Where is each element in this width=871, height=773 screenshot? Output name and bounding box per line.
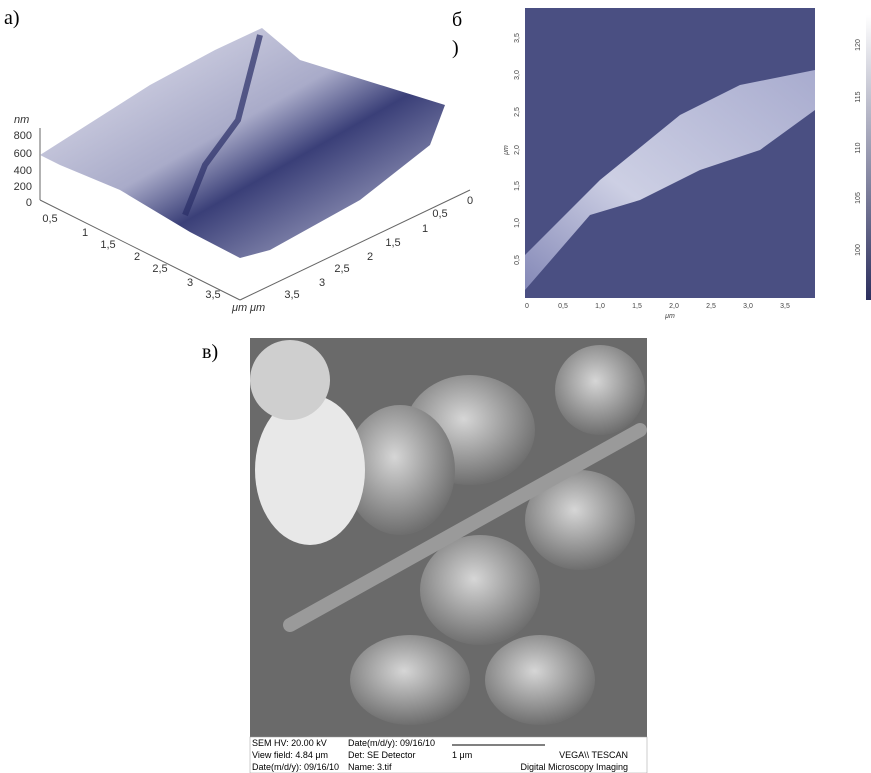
colorbar-label: 115 [855, 91, 862, 102]
z-tick-label: 200 [14, 181, 32, 193]
afm-3d [40, 28, 470, 300]
y-tick-label: 2 [367, 251, 373, 263]
x-tick-label: 0,5 [558, 303, 568, 310]
y-tick-label: 1 [422, 223, 428, 235]
y-tick-label: 1,5 [385, 237, 400, 249]
footer-text: Name: 3.tif [348, 762, 392, 772]
y-tick-label: 3,5 [514, 33, 521, 43]
x-tick-label: 1 [82, 227, 88, 239]
x-tick-label: 0,5 [42, 213, 57, 225]
y-tick-label: 0,5 [514, 255, 521, 265]
y-tick-label: 2,5 [334, 263, 349, 275]
colorbar-label: 105 [855, 192, 862, 204]
figure: а) б ) в) SEM HV: 20.00 kV Date(m/d/y): … [0, 0, 871, 773]
x-tick-label: 1,5 [632, 303, 642, 310]
axis-unit: nm [14, 114, 29, 126]
panel-label: б [452, 9, 462, 31]
x-tick-label: 2,5 [706, 303, 716, 310]
panel-label: в) [202, 341, 218, 363]
axis-unit: μm [503, 145, 510, 156]
z-tick-label: 0 [26, 197, 32, 209]
surface [40, 28, 445, 258]
footer-text: Date(m/d/y): 09/16/10 [252, 762, 339, 772]
footer-text: SEM HV: 20.00 kV [252, 738, 327, 748]
x-tick-label: 2,5 [152, 263, 167, 275]
z-tick-label: 400 [14, 165, 32, 177]
x-tick-label: 3,5 [780, 303, 790, 310]
axis-unit: μm [664, 313, 675, 320]
y-tick-label: 2,5 [514, 107, 521, 117]
axis-unit: μm [249, 302, 265, 314]
y-tick-label: 3,0 [514, 70, 521, 80]
x-tick-label: 3,5 [205, 289, 220, 301]
colorbar [866, 15, 871, 300]
footer-text: Date(m/d/y): 09/16/10 [348, 738, 435, 748]
colorbar-label: 110 [855, 142, 862, 153]
y-tick-label: 2,0 [514, 145, 521, 155]
colorbar-label: 120 [855, 39, 862, 51]
y-tick-label: 3 [319, 277, 325, 289]
x-tick-label: 3,0 [743, 303, 753, 310]
y-tick-label: 1,0 [514, 218, 521, 228]
x-tick-label: 2,0 [669, 303, 679, 310]
x-tick-label: 2 [134, 251, 140, 263]
panel-label: ) [452, 37, 459, 59]
footer-text: Det: SE Detector [348, 750, 416, 760]
footer-text: VEGA\\ TESCAN [559, 750, 628, 760]
x-tick-label: 1,0 [595, 303, 605, 310]
panel-label: а) [4, 7, 20, 29]
z-tick-label: 600 [14, 148, 32, 160]
colorbar-label: 100 [855, 244, 862, 256]
footer-text: View field: 4.84 μm [252, 750, 328, 760]
y-tick-label: 0 [467, 195, 473, 207]
y-tick-label: 1,5 [514, 181, 521, 191]
z-tick-label: 800 [14, 130, 32, 142]
footer-text: 1 μm [452, 750, 472, 760]
y-tick-label: 0,5 [432, 208, 447, 220]
footer-text: Digital Microscopy Imaging [520, 762, 628, 772]
axis-unit: μm [231, 302, 247, 314]
x-tick-label: 1,5 [100, 239, 115, 251]
y-tick-label: 3,5 [284, 289, 299, 301]
x-tick-label: 3 [187, 277, 193, 289]
x-tick-label: 0 [525, 303, 529, 310]
